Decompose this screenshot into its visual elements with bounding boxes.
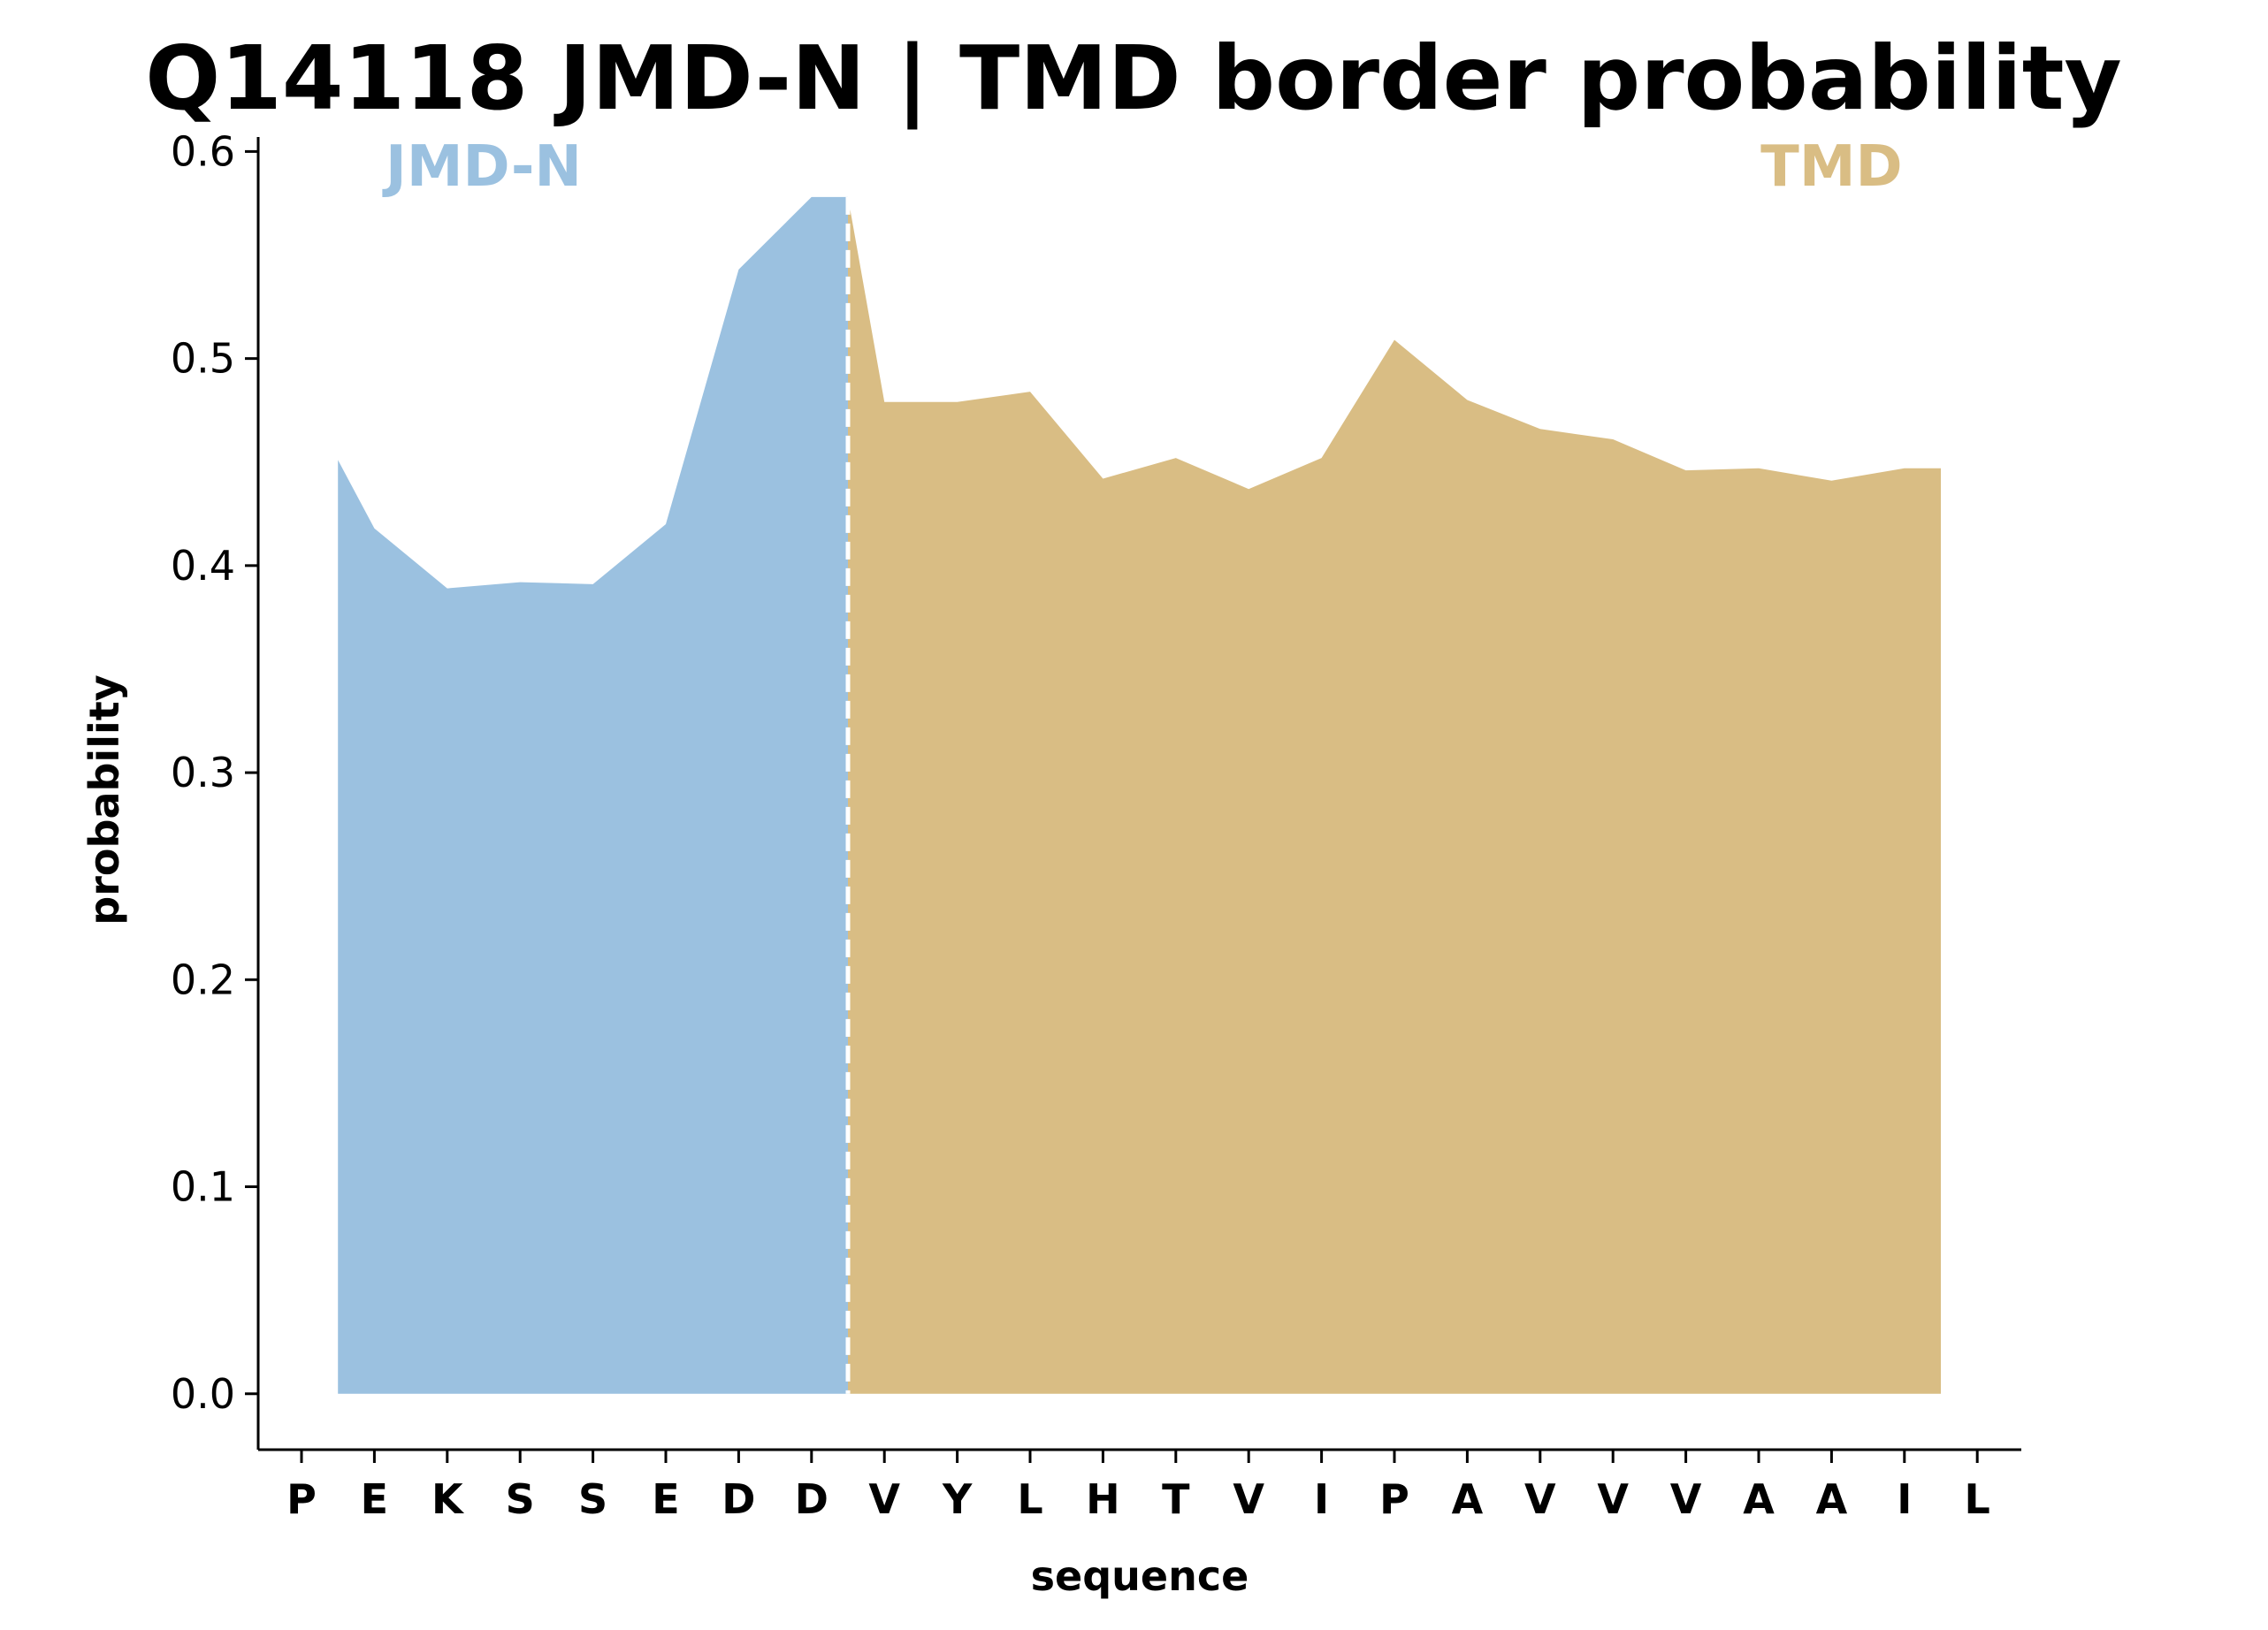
x-tick-label: E	[652, 1475, 679, 1523]
x-tick-label: V	[1233, 1475, 1264, 1523]
region-label-tmd: TMD	[1760, 134, 1902, 200]
area-series-jmd-n	[338, 196, 848, 1394]
y-ticks: 0.0 0.1 0.2 0.3 0.4 0.5 0.6	[171, 127, 258, 1418]
x-tick-label: A	[1816, 1475, 1848, 1523]
x-tick-label: A	[1743, 1475, 1775, 1523]
x-tick-label: P	[1379, 1475, 1409, 1523]
region-label-jmd-n: JMD-N	[382, 134, 582, 200]
area-series-tmd	[848, 196, 1941, 1394]
x-tick-label: V	[1524, 1475, 1556, 1523]
region-labels: JMD-N TMD	[382, 134, 1903, 200]
x-tick-label: A	[1452, 1475, 1484, 1523]
x-tick-label: H	[1086, 1475, 1120, 1523]
axes	[256, 137, 2021, 1451]
x-tick-label: I	[1314, 1475, 1329, 1523]
y-tick-label: 0.3	[171, 749, 235, 796]
y-tick-label: 0.6	[171, 127, 235, 175]
x-tick-label: Y	[942, 1475, 973, 1523]
x-tick-label: V	[1670, 1475, 1702, 1523]
x-tick-label: D	[722, 1475, 755, 1523]
x-tick-label: S	[578, 1475, 607, 1523]
x-tick-label: D	[795, 1475, 829, 1523]
y-tick-label: 0.2	[171, 956, 235, 1003]
x-tick-label: S	[506, 1475, 535, 1523]
x-tick-label: P	[286, 1475, 317, 1523]
y-axis-label: probability	[80, 674, 128, 925]
x-tick-label: K	[431, 1475, 465, 1523]
x-tick-label: L	[1017, 1475, 1042, 1523]
y-tick-label: 0.1	[171, 1163, 235, 1211]
y-tick-label: 0.4	[171, 542, 235, 590]
x-tick-label: I	[1897, 1475, 1912, 1523]
y-tick-label: 0.5	[171, 335, 235, 383]
x-tick-label: V	[868, 1475, 900, 1523]
plot-area	[338, 196, 1941, 1394]
x-tick-label: T	[1162, 1475, 1190, 1523]
x-tick-label: V	[1597, 1475, 1629, 1523]
x-tick-label: L	[1965, 1475, 1990, 1523]
x-tick-label: E	[361, 1475, 388, 1523]
y-tick-label: 0.0	[171, 1370, 235, 1418]
chart-title: Q14118 JMD-N | TMD border probability	[145, 27, 2121, 130]
x-axis-label: sequence	[1031, 1552, 1249, 1600]
